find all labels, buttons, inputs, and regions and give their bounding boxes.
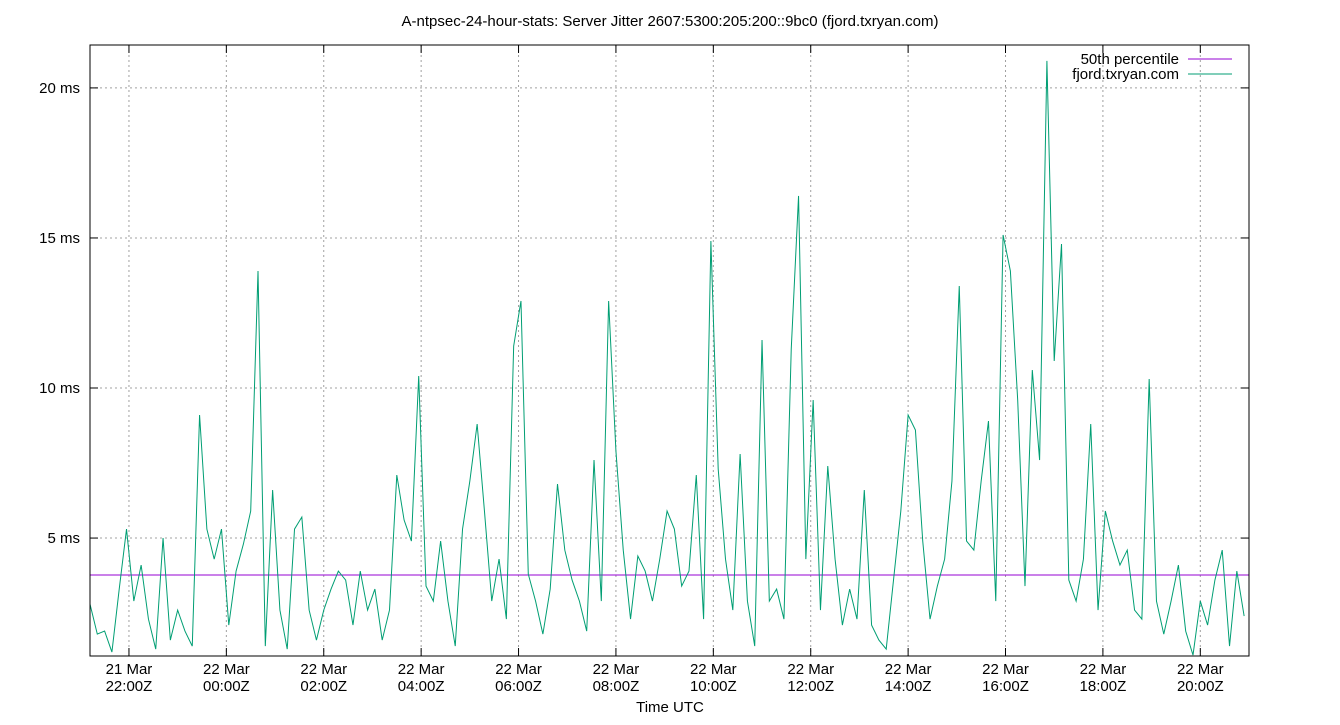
x-tick-label: 22 Mar 20:00Z [1177,661,1224,695]
y-tick-label: 5 ms [47,530,80,547]
jitter-line [89,60,1245,656]
x-tick-label: 21 Mar 22:00Z [106,661,153,695]
x-tick-label: 22 Mar 10:00Z [690,661,737,695]
x-axis-label: Time UTC [636,699,704,716]
y-tick-label: 15 ms [39,230,80,247]
x-tick-label: 22 Mar 16:00Z [982,661,1029,695]
legend-label: fjord.txryan.com [1072,66,1179,83]
y-tick-label: 20 ms [39,80,80,97]
x-tick-label: 22 Mar 02:00Z [300,661,347,695]
legend-label: 50th percentile [1081,51,1179,68]
chart-title: A-ntpsec-24-hour-stats: Server Jitter 26… [402,13,939,30]
plot-border [89,44,1250,657]
x-tick-label: 22 Mar 04:00Z [398,661,445,695]
x-tick-label: 22 Mar 18:00Z [1080,661,1127,695]
x-tick-label: 22 Mar 08:00Z [593,661,640,695]
x-tick-label: 22 Mar 00:00Z [203,661,250,695]
x-tick-label: 22 Mar 12:00Z [787,661,834,695]
x-tick-label: 22 Mar 14:00Z [885,661,932,695]
x-tick-label: 22 Mar 06:00Z [495,661,542,695]
y-tick-label: 10 ms [39,380,80,397]
